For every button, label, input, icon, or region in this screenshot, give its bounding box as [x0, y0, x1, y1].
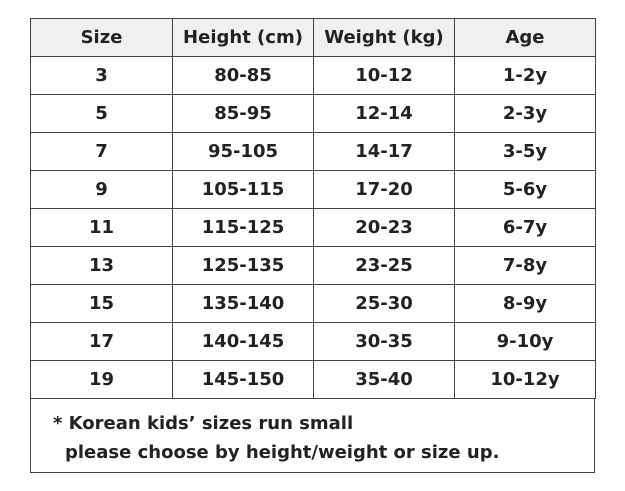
header-cell: Size: [30, 18, 173, 57]
table-cell: 115-125: [172, 208, 314, 247]
table-cell: 17-20: [313, 170, 455, 209]
table-cell: 8-9y: [454, 284, 596, 323]
table-cell: 6-7y: [454, 208, 596, 247]
table-row: 9 105-115 17-20 5-6y: [30, 170, 596, 209]
table-row: 3 80-85 10-12 1-2y: [30, 56, 596, 95]
header-cell: Height (cm): [172, 18, 314, 57]
table-cell: 145-150: [172, 360, 314, 399]
note: * Korean kids’ sizes run small please cho…: [30, 399, 595, 473]
table-row: 13 125-135 23-25 7-8y: [30, 246, 596, 285]
size-table: Size Height (cm) Weight (kg) Age 3 80-85 10-1…: [30, 18, 596, 399]
table-row: 15 135-140 25-30 8-9y: [30, 284, 596, 323]
table-cell: 9-10y: [454, 322, 596, 361]
header-cell: Weight (kg): [313, 18, 455, 57]
table-cell: 7-8y: [454, 246, 596, 285]
table-cell: 1-2y: [454, 56, 596, 95]
table-cell: 10-12y: [454, 360, 596, 399]
note-line: * Korean kids’ sizes run small: [53, 413, 354, 434]
table-cell: 3: [30, 56, 173, 95]
header-row: Size Height (cm) Weight (kg) Age: [30, 18, 596, 57]
table-cell: 10-12: [313, 56, 455, 95]
note-line: please choose by height/weight or size u…: [65, 442, 500, 463]
table-cell: 13: [30, 246, 173, 285]
table-cell: 35-40: [313, 360, 455, 399]
table-cell: 95-105: [172, 132, 314, 171]
size-chart: Size Height (cm) Weight (kg) Age 3 80-85 10-1…: [30, 18, 596, 473]
table-cell: 7: [30, 132, 173, 171]
table-cell: 11: [30, 208, 173, 247]
table-cell: 20-23: [313, 208, 455, 247]
table-cell: 135-140: [172, 284, 314, 323]
table-cell: 5: [30, 94, 173, 133]
table-row: 7 95-105 14-17 3-5y: [30, 132, 596, 171]
table-cell: 17: [30, 322, 173, 361]
table-cell: 2-3y: [454, 94, 596, 133]
table-cell: 14-17: [313, 132, 455, 171]
table-row: 17 140-145 30-35 9-10y: [30, 322, 596, 361]
table-cell: 30-35: [313, 322, 455, 361]
table-cell: 105-115: [172, 170, 314, 209]
table-cell: 19: [30, 360, 173, 399]
table-cell: 140-145: [172, 322, 314, 361]
table-cell: 3-5y: [454, 132, 596, 171]
table-cell: 15: [30, 284, 173, 323]
table-row: 5 85-95 12-14 2-3y: [30, 94, 596, 133]
table-cell: 5-6y: [454, 170, 596, 209]
table-cell: 80-85: [172, 56, 314, 95]
table-cell: 25-30: [313, 284, 455, 323]
table-cell: 23-25: [313, 246, 455, 285]
header-cell: Age: [454, 18, 596, 57]
table-cell: 125-135: [172, 246, 314, 285]
table-cell: 12-14: [313, 94, 455, 133]
table-cell: 85-95: [172, 94, 314, 133]
table-row: 11 115-125 20-23 6-7y: [30, 208, 596, 247]
table-row: 19 145-150 35-40 10-12y: [30, 360, 596, 399]
table-cell: 9: [30, 170, 173, 209]
table-body: 3 80-85 10-12 1-2y 5 85-95 12-14 2-3y 7 95-105 14-…: [30, 56, 596, 399]
